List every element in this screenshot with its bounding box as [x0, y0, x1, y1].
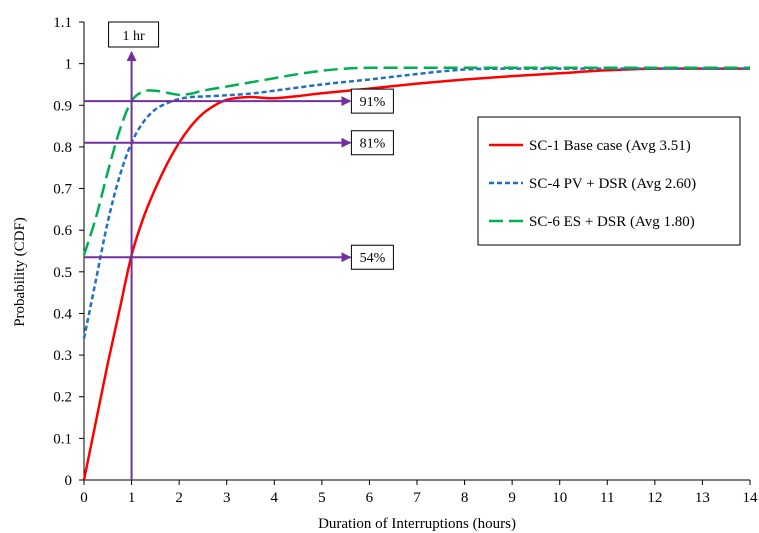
y-tick-label: 0.1: [53, 431, 72, 447]
x-tick-label: 5: [318, 490, 326, 506]
series-line-2: [82, 67, 750, 339]
annotation-layer: 1 hr 91% 81% 54%: [84, 21, 394, 480]
x-tick-label: 3: [223, 490, 231, 506]
x-tick-label: 1: [128, 490, 136, 506]
callout-box: [350, 244, 394, 270]
x-tick-label: 10: [552, 490, 567, 506]
y-tick-label: 1.1: [53, 15, 72, 31]
one-hour-label: 1 hr: [122, 29, 145, 44]
x-tick-label: 8: [461, 490, 469, 506]
legend-label-2: SC-4 PV + DSR (Avg 2.60): [529, 176, 696, 192]
x-tick-label: 14: [743, 490, 759, 506]
x-tick-label: 4: [271, 490, 279, 506]
y-tick-label: 0.8: [53, 140, 72, 156]
legend-label-1: SC-1 Base case (Avg 3.51): [529, 138, 691, 154]
y-tick-label: 1: [65, 57, 73, 73]
x-tick-label: 13: [695, 490, 710, 506]
x-tick-label: 9: [508, 490, 516, 506]
x-axis-title: Duration of Interruptions (hours): [318, 516, 516, 532]
x-tick-label: 11: [600, 490, 614, 506]
callout-box: [350, 130, 394, 156]
legend-box: [477, 116, 741, 246]
y-tick-label: 0.2: [53, 390, 72, 406]
x-tick-label: 12: [647, 490, 662, 506]
callout-label: 54%: [360, 251, 386, 266]
x-tick-label: 7: [413, 490, 421, 506]
legend: SC-1 Base case (Avg 3.51) SC-4 PV + DSR (…: [477, 116, 741, 246]
axis-ticks: 0 1 2 3 4 5 6 7 8 9 10 11 12 13 1400.10.20.30.40.50.60…: [53, 15, 758, 506]
y-tick-label: 0.6: [53, 223, 72, 239]
callout-label: 81%: [360, 137, 386, 152]
y-tick-label: 0.5: [53, 265, 72, 281]
y-tick-label: 0.3: [53, 348, 72, 364]
series-line-1: [82, 67, 750, 481]
x-tick-label: 2: [175, 490, 183, 506]
one-hour-label-box: [108, 21, 160, 48]
y-tick-label: 0.9: [53, 98, 72, 114]
y-tick-label: 0: [65, 473, 73, 489]
y-tick-label: 0.7: [53, 182, 72, 198]
y-tick-label: 0.4: [53, 306, 72, 322]
callout-label: 91%: [360, 95, 386, 110]
y-axis-title: Probability (CDF): [12, 217, 28, 327]
x-tick-label: 6: [366, 490, 374, 506]
callout-box: [350, 88, 394, 114]
x-tick-label: 0: [80, 490, 88, 506]
legend-label-3: SC-6 ES + DSR (Avg 1.80): [529, 214, 695, 230]
